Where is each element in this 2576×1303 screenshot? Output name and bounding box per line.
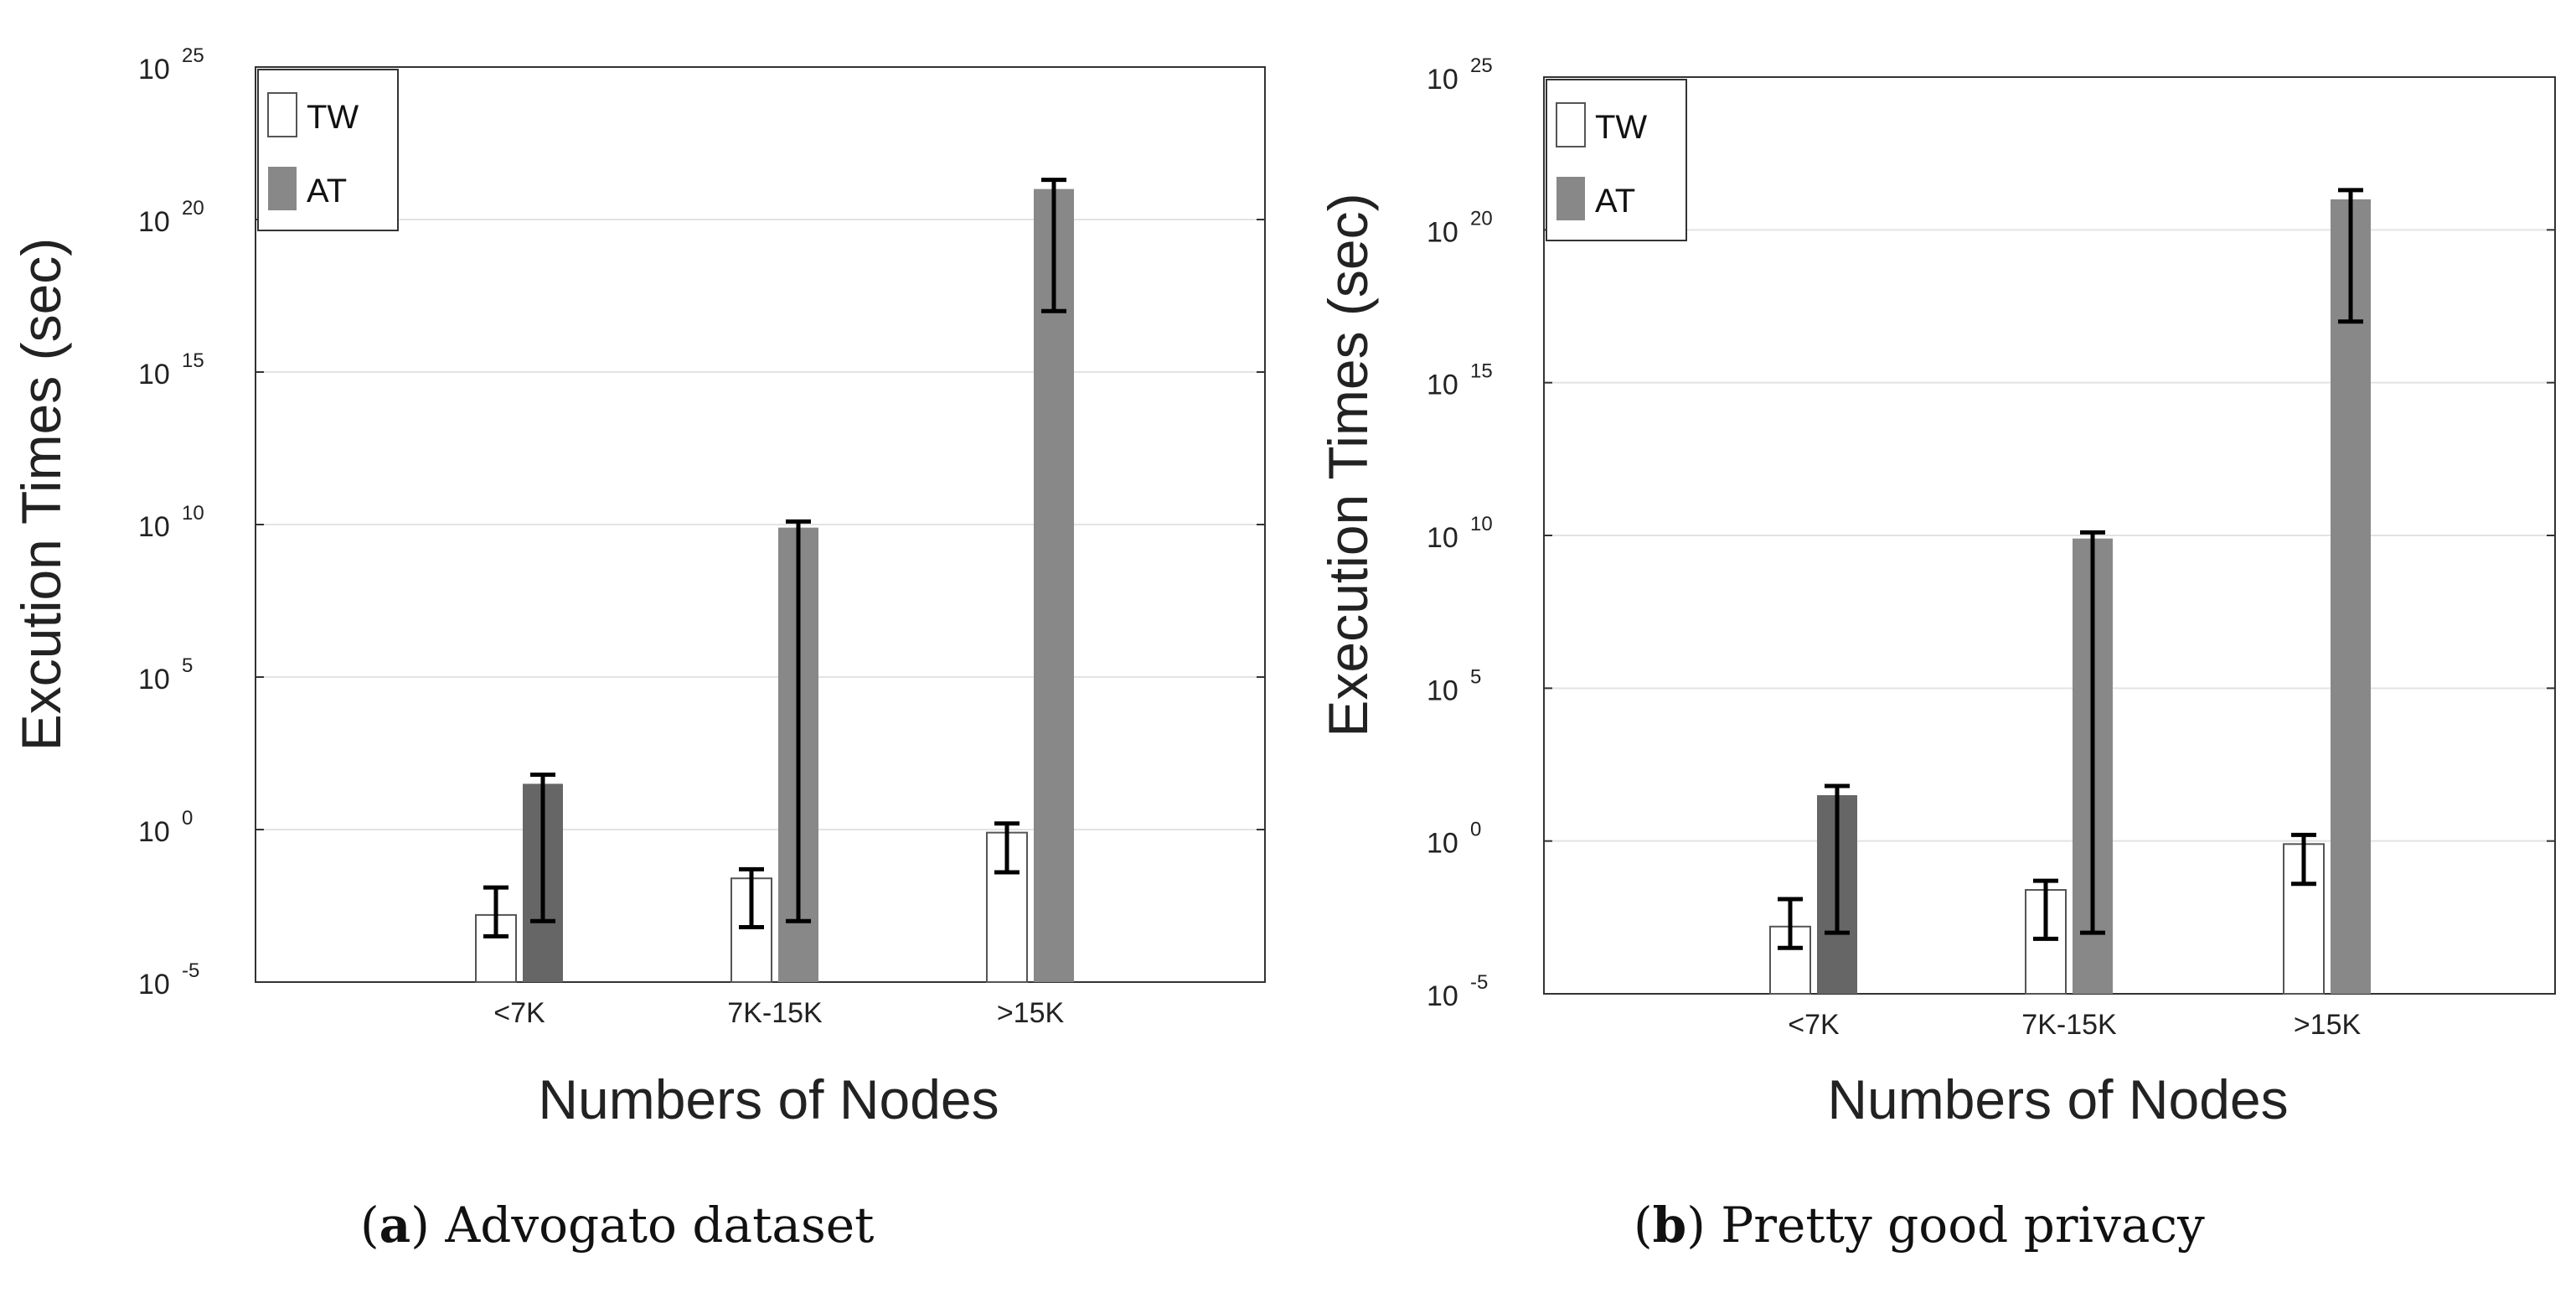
y-tick-label: 10 xyxy=(138,54,170,85)
x-axis-label: Numbers of Nodes xyxy=(538,1068,999,1130)
x-category-label: 7K-15K xyxy=(727,997,823,1029)
legend-swatch-tw xyxy=(267,92,297,137)
x-category-label: <7K xyxy=(493,997,545,1029)
bar-at xyxy=(2331,199,2371,994)
y-tick-exponent: -5 xyxy=(1470,971,1488,994)
legend-label-at: AT xyxy=(1595,183,1635,220)
legend-swatch-at xyxy=(1556,177,1585,220)
y-tick-label: 10 xyxy=(138,816,170,848)
y-tick-exponent: 25 xyxy=(182,44,204,67)
legend-label-tw: TW xyxy=(1595,109,1647,146)
y-tick-exponent: 5 xyxy=(1470,665,1481,688)
legend: TW AT xyxy=(1546,79,1687,241)
caption-a-text: Advogato dataset xyxy=(445,1197,875,1254)
chart-b: 10 -5 10 0 10 5 10 10 10 15 10 20 10 25 Execution Time… xyxy=(1317,54,2556,1130)
legend-swatch-at xyxy=(268,167,297,210)
y-tick-label: 10 xyxy=(138,206,170,238)
y-axis-label: Execution Times (sec) xyxy=(1317,193,1379,737)
x-category-label: >15K xyxy=(997,997,1065,1029)
x-category-label: <7K xyxy=(1788,1009,1840,1041)
caption-b-text: Pretty good privacy xyxy=(1721,1197,2205,1254)
caption-a-letter: a xyxy=(379,1197,411,1254)
caption-b: (b) Pretty good privacy xyxy=(1634,1197,2205,1254)
y-tick-exponent: -5 xyxy=(182,959,199,982)
y-tick-exponent: 5 xyxy=(182,654,193,677)
y-tick-exponent: 10 xyxy=(182,502,204,525)
legend-swatch-tw xyxy=(1556,102,1586,147)
y-tick-exponent: 15 xyxy=(1470,360,1493,383)
y-tick-label: 10 xyxy=(1427,828,1458,860)
y-tick-exponent: 20 xyxy=(1470,207,1493,230)
y-tick-exponent: 0 xyxy=(1470,819,1481,841)
legend-label-at: AT xyxy=(307,173,347,209)
chart-a: 10 -5 10 0 10 5 10 10 10 15 10 20 10 25 Excution Times… xyxy=(10,44,1266,1130)
y-tick-label: 10 xyxy=(138,511,170,543)
legend: TW AT xyxy=(257,69,399,231)
y-axis-label: Excution Times (sec) xyxy=(10,238,72,752)
caption-a: (a) Advogato dataset xyxy=(360,1197,875,1254)
y-tick-exponent: 25 xyxy=(1470,54,1493,77)
y-tick-exponent: 0 xyxy=(182,807,193,830)
y-tick-exponent: 20 xyxy=(182,197,204,220)
y-tick-label: 10 xyxy=(1427,522,1458,554)
y-tick-label: 10 xyxy=(1427,370,1458,401)
y-tick-exponent: 15 xyxy=(182,349,204,372)
y-tick-label: 10 xyxy=(138,664,170,695)
bar-at xyxy=(1034,189,1074,983)
x-axis-label: Numbers of Nodes xyxy=(1827,1068,2288,1130)
legend-label-tw: TW xyxy=(307,99,359,136)
x-category-label: >15K xyxy=(2294,1009,2362,1041)
y-tick-exponent: 10 xyxy=(1470,513,1493,535)
x-category-label: 7K-15K xyxy=(2021,1009,2117,1041)
y-tick-label: 10 xyxy=(1427,64,1458,96)
y-tick-label: 10 xyxy=(1427,675,1458,706)
y-tick-label: 10 xyxy=(1427,216,1458,248)
y-tick-label: 10 xyxy=(138,359,170,390)
y-tick-label: 10 xyxy=(1427,980,1458,1012)
y-tick-label: 10 xyxy=(138,969,170,1001)
caption-b-letter: b xyxy=(1652,1197,1687,1254)
